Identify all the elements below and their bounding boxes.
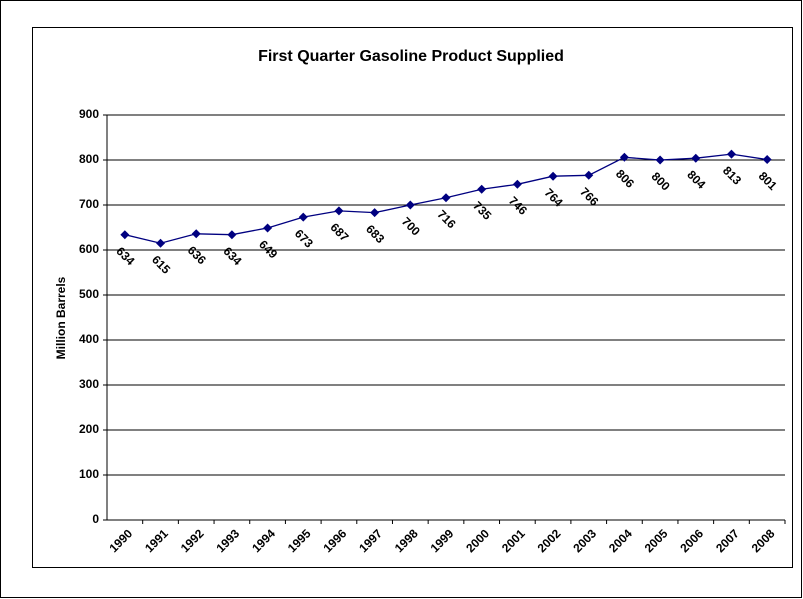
chart-title: First Quarter Gasoline Product Supplied (258, 48, 564, 65)
marker (334, 206, 344, 216)
marker (227, 230, 237, 240)
chart-border (32, 27, 793, 568)
marker (619, 152, 629, 162)
y-tick-label: 300 (79, 377, 99, 391)
marker (120, 230, 130, 240)
marker (655, 155, 665, 165)
y-tick-label: 0 (92, 512, 99, 526)
marker (156, 238, 166, 248)
marker (370, 208, 380, 218)
y-tick-label: 200 (79, 422, 99, 436)
marker (477, 184, 487, 194)
marker (512, 179, 522, 189)
y-tick-label: 800 (79, 152, 99, 166)
y-tick-label: 700 (79, 197, 99, 211)
marker (441, 193, 451, 203)
y-tick-label: 600 (79, 242, 99, 256)
marker (298, 212, 308, 222)
y-axis-label: Million Barrels (54, 276, 68, 359)
y-tick-label: 400 (79, 332, 99, 346)
marker (263, 223, 273, 233)
marker (584, 170, 594, 180)
marker (762, 155, 772, 165)
marker (691, 153, 701, 163)
y-tick-label: 500 (79, 287, 99, 301)
marker (548, 171, 558, 181)
marker (191, 229, 201, 239)
marker (726, 149, 736, 159)
y-tick-label: 100 (79, 467, 99, 481)
y-tick-label: 900 (79, 107, 99, 121)
marker (405, 200, 415, 210)
